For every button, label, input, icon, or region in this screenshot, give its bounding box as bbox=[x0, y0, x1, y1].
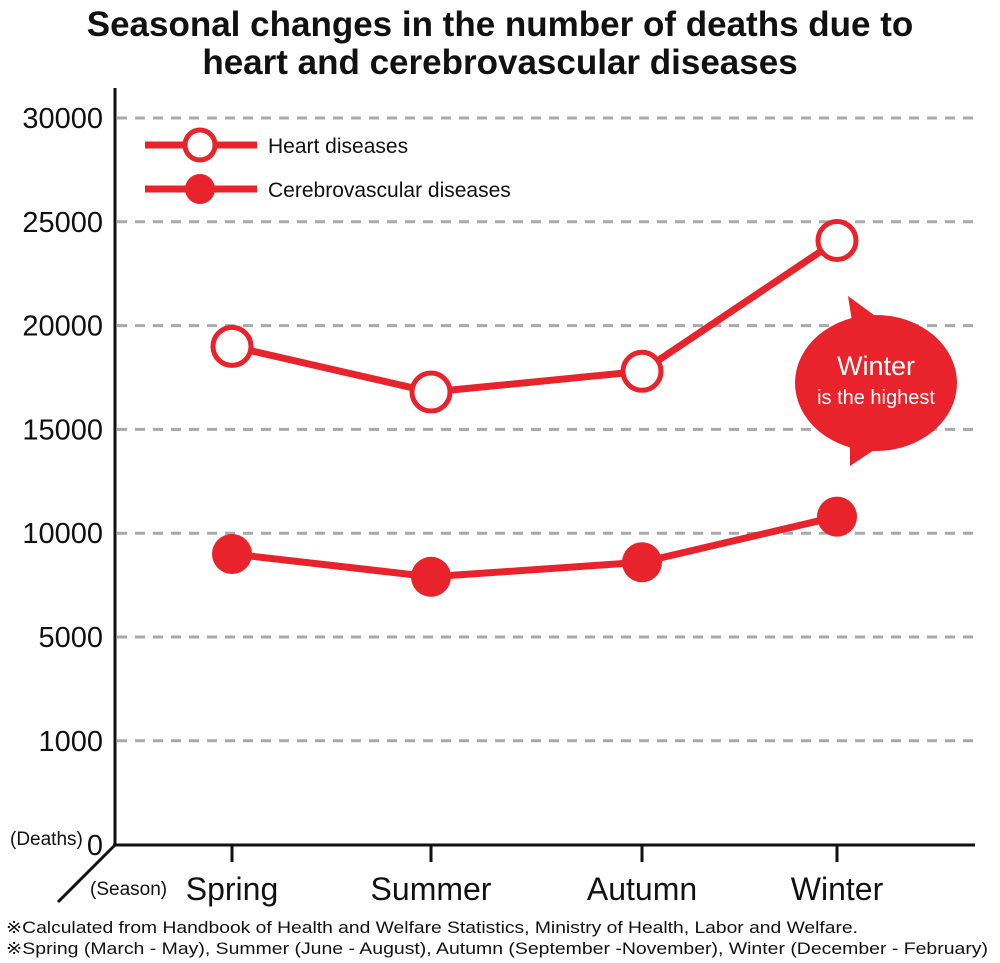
y-tick-label: 10000 bbox=[22, 518, 103, 550]
legend-label-cerebro: Cerebrovascular diseases bbox=[268, 179, 511, 202]
footnote-source: ※Calculated from Handbook of Health and … bbox=[6, 918, 858, 937]
y-tick-label: 25000 bbox=[22, 207, 103, 239]
callout-line-2: is the highest bbox=[817, 387, 935, 409]
axis-corner-diagonal bbox=[56, 843, 117, 904]
data-point-cerebro bbox=[411, 556, 451, 597]
legend-open-circle-icon bbox=[182, 127, 218, 163]
x-tick-labels: Spring Summer Autumn Winter bbox=[186, 845, 884, 907]
data-point-cerebro bbox=[622, 542, 662, 583]
footnote-seasons: ※Spring (March - May), Summer (June - Au… bbox=[6, 939, 988, 958]
x-axis-label: (Season) bbox=[90, 879, 167, 900]
x-tick-label: Spring bbox=[186, 871, 279, 907]
callout-pointer-bottom bbox=[850, 426, 880, 466]
y-tick-label: 5000 bbox=[38, 622, 103, 654]
data-point-heart bbox=[815, 218, 859, 262]
data-point-heart bbox=[620, 349, 664, 393]
series-line-cerebro bbox=[231, 513, 838, 581]
x-tick-label: Summer bbox=[371, 871, 492, 907]
y-tick-label: 30000 bbox=[22, 103, 103, 135]
y-tick-label: 0 bbox=[87, 830, 103, 862]
data-point-cerebro bbox=[817, 496, 857, 537]
data-point-cerebro bbox=[212, 533, 252, 574]
data-point-heart bbox=[210, 324, 254, 368]
legend: Heart diseases Cerebrovascular diseases bbox=[145, 127, 511, 204]
legend-label-heart: Heart diseases bbox=[268, 135, 408, 158]
y-tick-label: 1000 bbox=[38, 726, 103, 758]
callout-bubble-shape bbox=[795, 315, 957, 451]
x-tick-label: Winter bbox=[791, 871, 884, 907]
x-tick-label: Autumn bbox=[587, 871, 697, 907]
y-tick-label: 15000 bbox=[22, 414, 103, 446]
chart-title-line-2: heart and cerebrovascular diseases bbox=[202, 43, 797, 82]
series-group bbox=[210, 218, 859, 597]
callout-pointer-top bbox=[848, 296, 878, 340]
callout-bubble: Winter is the highest bbox=[795, 296, 957, 466]
y-axis-label: (Deaths) bbox=[10, 829, 83, 850]
data-point-heart bbox=[409, 370, 453, 414]
callout-line-1: Winter bbox=[837, 351, 915, 381]
y-tick-label: 20000 bbox=[22, 311, 103, 343]
legend-filled-circle-icon bbox=[185, 174, 215, 204]
chart-title-line-1: Seasonal changes in the number of deaths… bbox=[87, 5, 914, 44]
series-line-heart bbox=[231, 237, 839, 396]
